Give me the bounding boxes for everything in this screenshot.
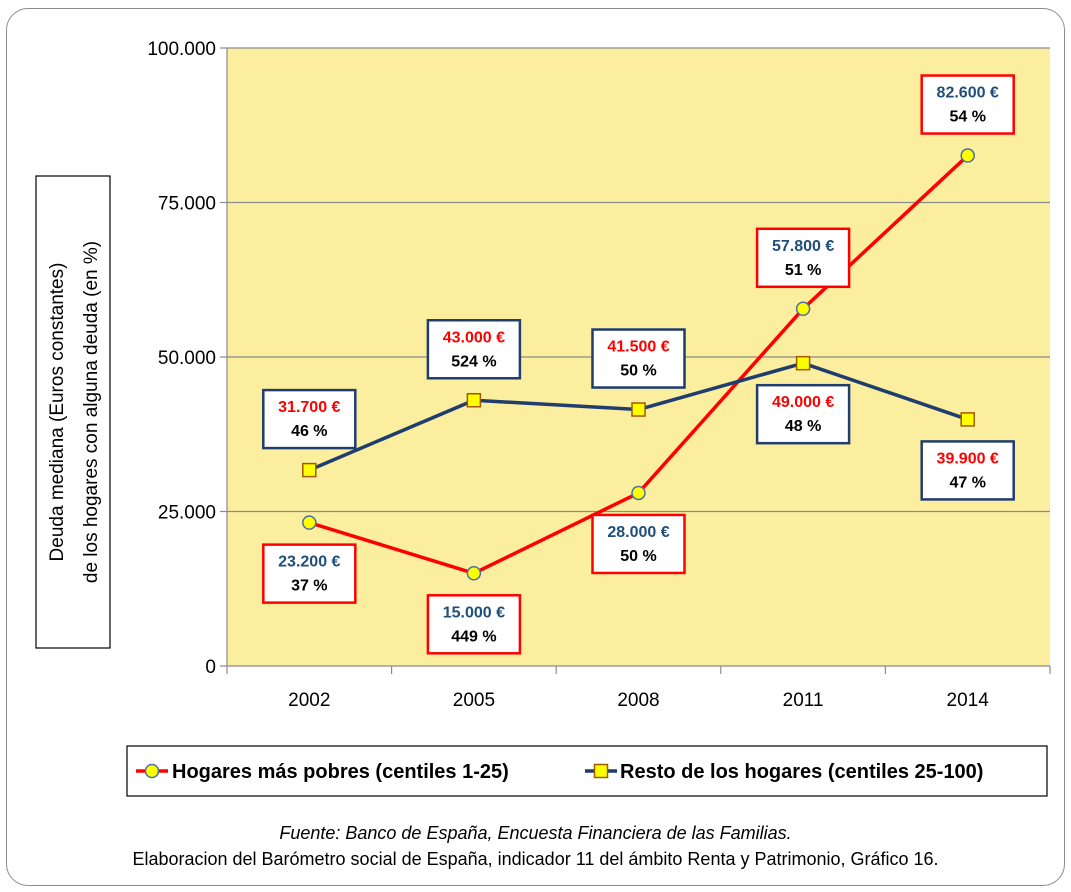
data-point <box>795 355 811 371</box>
x-tick-label: 2005 <box>453 690 495 711</box>
data-label-percent: 50 % <box>620 363 656 380</box>
y-axis-label: Deuda mediana (Euros constantes) <box>47 263 68 562</box>
legend-marker <box>144 763 160 779</box>
y-tick-label: 100.000 <box>147 39 216 60</box>
data-point <box>631 485 646 501</box>
data-point <box>795 301 811 317</box>
data-point <box>302 515 317 530</box>
data-label-amount: 31.700 € <box>278 399 340 416</box>
data-label-box <box>426 594 522 655</box>
x-tick-label: 2011 <box>783 690 824 711</box>
x-tick-label: 2014 <box>947 690 990 711</box>
y-axis-label-box <box>35 175 111 649</box>
data-label-box <box>920 74 1015 135</box>
y-tick-label: 25.000 <box>158 503 216 524</box>
data-label-amount: 39.900 € <box>937 450 999 467</box>
y-axis-label: de los hogares con alguna deuda (en %) <box>81 241 102 583</box>
data-label-box <box>755 227 851 289</box>
data-label-percent: 48 % <box>785 418 821 435</box>
data-label-amount: 23.200 € <box>278 554 340 571</box>
x-tick-label: 2008 <box>617 690 659 711</box>
legend-marker <box>593 763 609 779</box>
data-label-box <box>426 319 522 380</box>
data-point <box>466 393 482 408</box>
data-label-amount: 57.800 € <box>772 238 834 255</box>
data-label-percent: 524 % <box>451 353 496 370</box>
data-label-amount: 15.000 € <box>443 604 505 621</box>
data-label-amount: 28.000 € <box>607 524 669 541</box>
data-point <box>960 412 975 427</box>
data-label-percent: 37 % <box>291 578 327 595</box>
data-label-box <box>755 383 851 445</box>
source-caption: Fuente: Banco de España, Encuesta Financ… <box>279 823 792 843</box>
data-label-box <box>591 328 686 389</box>
data-point <box>631 402 646 417</box>
data-point <box>302 462 317 478</box>
y-tick-label: 50.000 <box>158 348 216 369</box>
data-label-percent: 47 % <box>949 474 985 491</box>
data-label-percent: 449 % <box>451 628 496 645</box>
data-label-percent: 51 % <box>785 262 821 279</box>
y-tick-label: 0 <box>205 657 216 678</box>
data-label-amount: 82.600 € <box>937 85 999 102</box>
credit-caption: Elaboracion del Barómetro social de Espa… <box>132 849 939 869</box>
x-tick-label: 2002 <box>288 690 330 711</box>
data-label-box <box>591 513 686 575</box>
data-label-box <box>262 543 357 604</box>
data-label-percent: 54 % <box>949 109 985 126</box>
data-point <box>466 566 482 581</box>
data-label-box <box>262 388 357 450</box>
data-label-percent: 50 % <box>620 548 656 565</box>
data-label-amount: 49.000 € <box>772 394 834 411</box>
y-tick-label: 75.000 <box>158 194 216 215</box>
data-label-amount: 43.000 € <box>443 329 505 346</box>
data-point <box>960 148 975 163</box>
data-label-amount: 41.500 € <box>607 339 669 356</box>
data-label-percent: 46 % <box>291 423 327 440</box>
legend-label: Resto de los hogares (centiles 25-100) <box>620 761 983 783</box>
legend-label: Hogares más pobres (centiles 1-25) <box>172 761 509 783</box>
data-label-box <box>920 440 1015 501</box>
